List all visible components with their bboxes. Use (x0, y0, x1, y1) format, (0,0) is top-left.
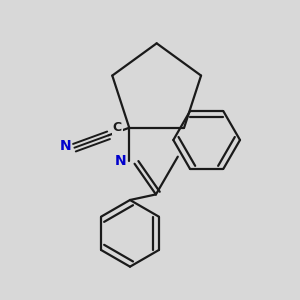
Text: C: C (113, 122, 122, 134)
Text: N: N (115, 154, 127, 168)
Text: N: N (59, 139, 71, 153)
